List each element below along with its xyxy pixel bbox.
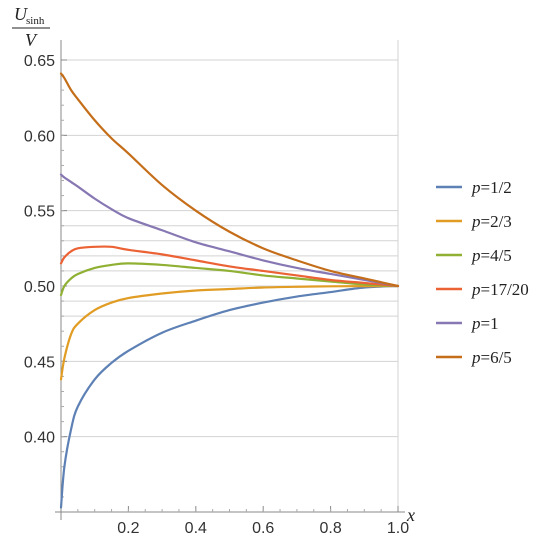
y-label-denominator: V <box>25 30 38 50</box>
y-label-numerator: U <box>14 4 28 24</box>
x-tick-label: 0.4 <box>185 520 207 537</box>
y-tick-label: 0.45 <box>24 354 55 371</box>
y-label-subscript: sinh <box>26 15 45 27</box>
series-line <box>59 284 400 381</box>
ticks: 0.40 0.45 0.50 0.55 0.60 0.65 0.2 0.4 0.6 0.8 1.0 <box>24 53 409 537</box>
legend: p=1/2 p=2/3 p=4/5 p=17/20 p=1 p=6/5 <box>436 178 529 367</box>
legend-item: p=4/5 <box>436 246 512 265</box>
legend-item: p=1 <box>436 314 499 333</box>
y-tick-label: 0.60 <box>24 128 55 145</box>
legend-item: p=1/2 <box>436 178 512 197</box>
x-tick-label: 0.6 <box>252 520 274 537</box>
series-line <box>59 245 400 288</box>
legend-label: p=2/3 <box>471 212 512 231</box>
series-line <box>59 284 400 509</box>
x-tick-label: 0.2 <box>117 520 139 537</box>
y-axis-label: U sinh V <box>12 4 50 50</box>
series-line <box>59 173 400 288</box>
legend-label: p=17/20 <box>471 280 529 299</box>
y-tick-label: 0.65 <box>24 53 55 70</box>
x-axis-label: x <box>406 505 415 525</box>
y-tick-label: 0.55 <box>24 204 55 221</box>
legend-item: p=2/3 <box>436 212 512 231</box>
legend-label: p=1/2 <box>471 178 512 197</box>
x-tick-label: 0.8 <box>319 520 341 537</box>
y-tick-label: 0.40 <box>24 430 55 447</box>
y-tick-label: 0.50 <box>24 279 55 296</box>
axes <box>55 40 405 520</box>
legend-label: p=1 <box>471 314 499 333</box>
series-line <box>59 262 400 297</box>
series-lines <box>59 72 400 509</box>
series-line <box>59 72 400 288</box>
legend-label: p=6/5 <box>471 348 512 367</box>
legend-label: p=4/5 <box>471 246 512 265</box>
x-tick-label: 1.0 <box>387 520 409 537</box>
legend-item: p=6/5 <box>436 348 512 367</box>
legend-item: p=17/20 <box>436 280 529 299</box>
